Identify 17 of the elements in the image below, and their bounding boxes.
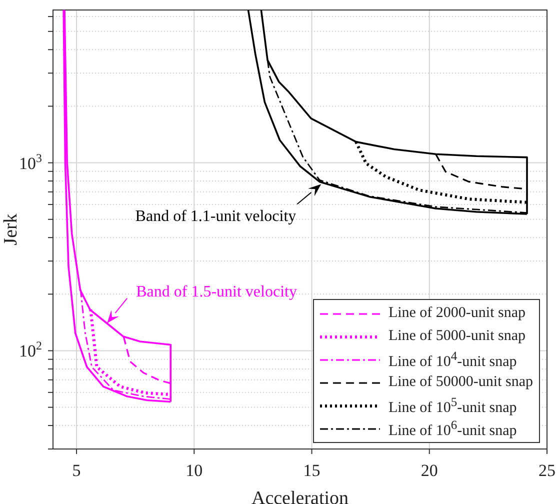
x-tick-label: 20 <box>420 461 438 480</box>
x-tick-label: 5 <box>72 461 81 480</box>
legend-label: Line of 2000-unit snap <box>388 305 526 322</box>
legend-label: Line of 10$^{5}$-unit snap <box>388 394 517 416</box>
y-tick-label: 10$^{2}$ <box>19 338 42 361</box>
y-tick-label: 10$^{3}$ <box>19 150 42 173</box>
legend-label: Line of 10$^{6}$-unit snap <box>388 418 517 440</box>
x-tick-label: 10 <box>186 461 203 480</box>
annotation: Band of 1.1-unit velocity <box>135 208 296 226</box>
legend-label: Line of 50000-unit snap <box>388 374 533 391</box>
x-tick-label: 15 <box>303 461 320 480</box>
y-axis-title: Jerk <box>0 213 22 246</box>
legend-label: Line of 10$^{4}$-unit snap <box>388 348 517 370</box>
x-tick-label: 25 <box>538 461 556 480</box>
x-axis-title: Acceleration <box>251 488 350 504</box>
legend-label: Line of 5000-unit snap <box>388 328 526 345</box>
annotation: Band of 1.5-unit velocity <box>136 283 297 300</box>
